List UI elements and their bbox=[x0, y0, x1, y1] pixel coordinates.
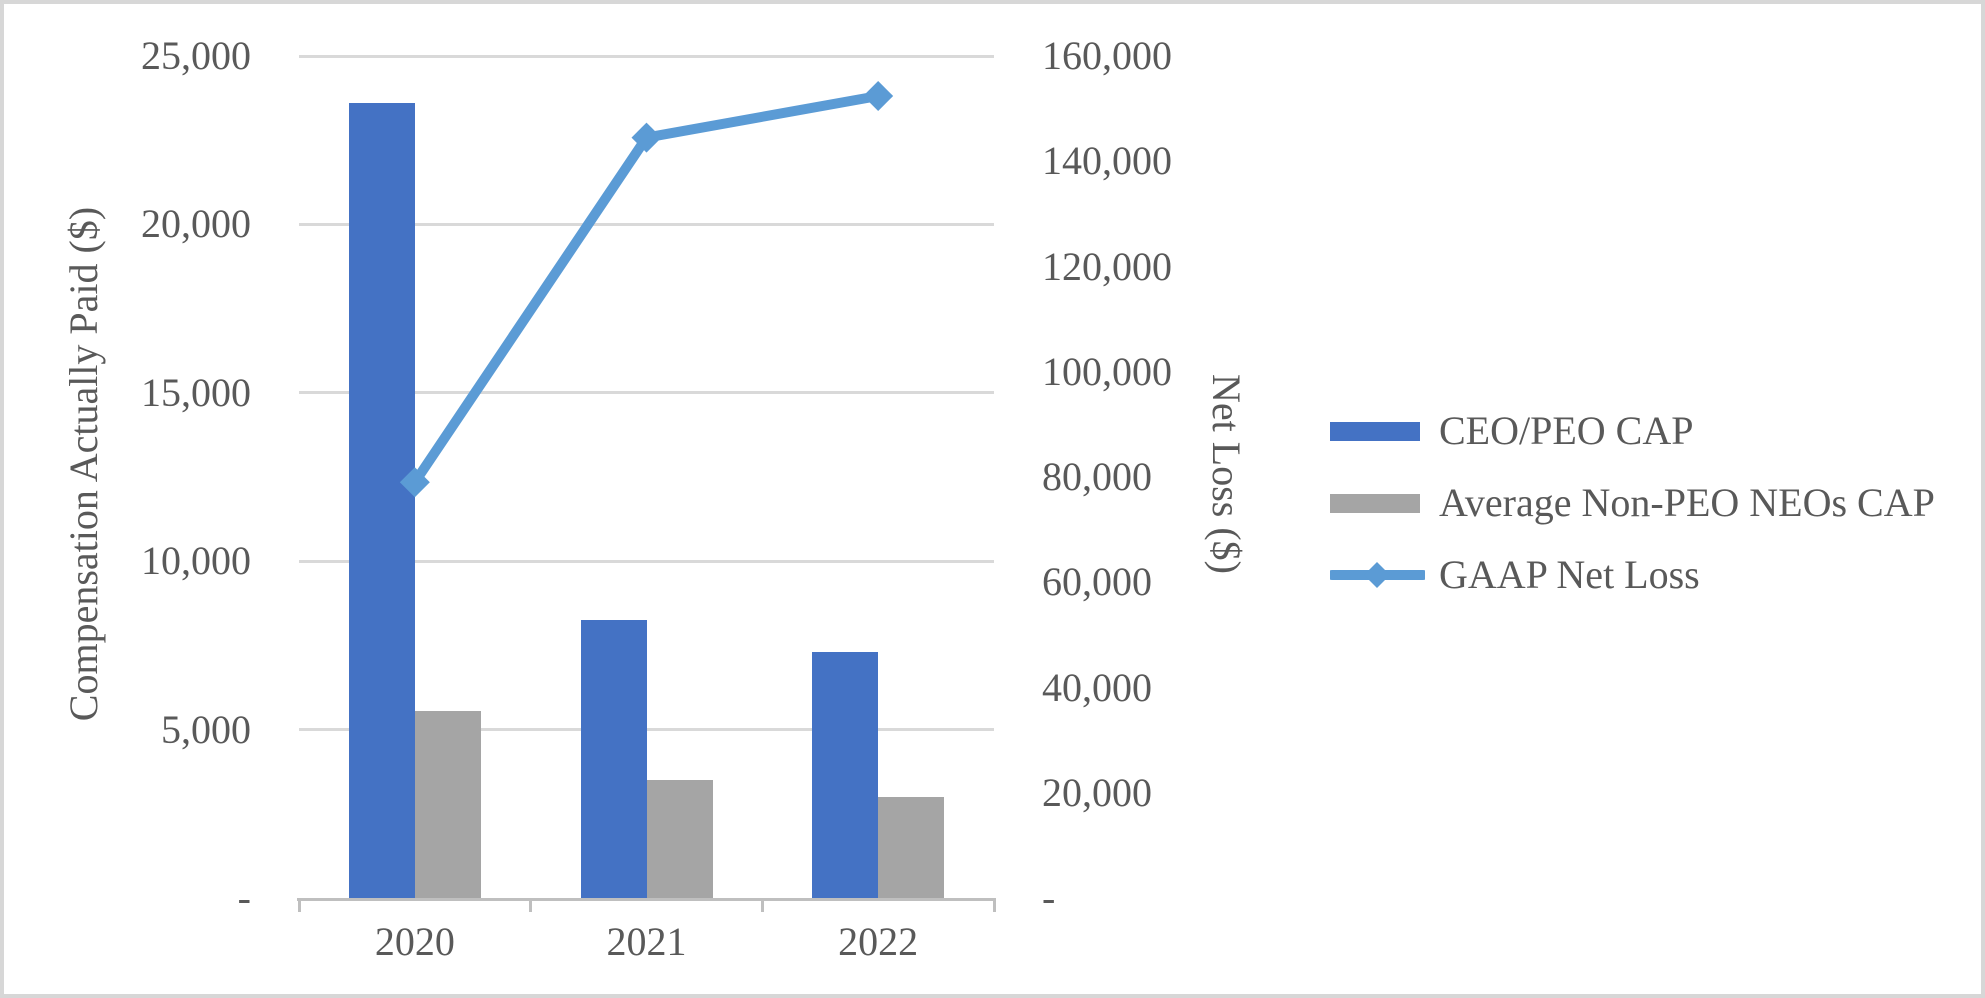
x-axis-tick-mark bbox=[760, 898, 764, 912]
bar-ceo-peo-cap-2022 bbox=[812, 652, 879, 898]
right-axis-tick-label: 80,000 bbox=[1042, 454, 1152, 499]
gridline bbox=[299, 559, 994, 563]
legend-label: Average Non-PEO NEOs CAP bbox=[1439, 480, 1935, 525]
gridline bbox=[299, 728, 994, 732]
gridline bbox=[299, 54, 994, 58]
bar-ceo-peo-cap-2020 bbox=[348, 103, 415, 898]
right-axis-tick-label: 100,000 bbox=[1042, 348, 1172, 394]
legend-line-swatch bbox=[1330, 551, 1425, 599]
bar-average-non-peo-neos-cap-2022 bbox=[878, 796, 945, 898]
legend-bar-swatch bbox=[1330, 407, 1425, 455]
legend-bar-swatch bbox=[1330, 479, 1425, 527]
left-axis-tick-label: 15,000 bbox=[141, 369, 251, 415]
diamond-marker bbox=[863, 80, 894, 111]
left-axis-tick-label: - bbox=[237, 875, 251, 920]
legend-color-swatch bbox=[1330, 493, 1420, 513]
right-axis-tick-label: 160,000 bbox=[1042, 33, 1172, 78]
line-gaap-net-loss bbox=[410, 91, 880, 486]
left-axis-tick-label: 5,000 bbox=[161, 706, 251, 752]
legend-line-marker-swatch bbox=[1330, 562, 1425, 588]
legend: CEO/PEO CAP Average Non-PEO NEOs CAP GAAP … bbox=[1330, 407, 1935, 623]
left-axis-tick-label: 10,000 bbox=[141, 538, 251, 584]
x-axis-category-label: 2022 bbox=[838, 919, 919, 964]
legend-label: CEO/PEO CAP bbox=[1439, 408, 1694, 453]
legend-color-swatch bbox=[1330, 421, 1420, 441]
right-axis-tick-label: 60,000 bbox=[1042, 559, 1152, 605]
right-axis-tick-label: 40,000 bbox=[1042, 664, 1152, 710]
legend-item-average-non-peo-neos-cap: Average Non-PEO NEOs CAP bbox=[1330, 479, 1935, 527]
x-axis-category-label: 2020 bbox=[374, 919, 455, 964]
x-axis-tick-mark bbox=[297, 898, 301, 912]
legend-item-ceo-peo-cap: CEO/PEO CAP bbox=[1330, 407, 1935, 455]
bar-average-non-peo-neos-cap-2021 bbox=[646, 780, 713, 898]
legend-label: GAAP Net Loss bbox=[1439, 552, 1700, 597]
left-axis-title: Compensation Actually Paid ($) bbox=[61, 206, 106, 722]
right-axis-tick-label: - bbox=[1042, 875, 1056, 920]
x-axis-line bbox=[297, 898, 996, 901]
diamond-marker bbox=[631, 122, 662, 153]
x-axis-tick-mark bbox=[529, 898, 533, 912]
left-axis-tick-label: 20,000 bbox=[141, 201, 251, 247]
right-axis-tick-label: 140,000 bbox=[1042, 138, 1172, 184]
bar-ceo-peo-cap-2021 bbox=[580, 620, 647, 898]
right-axis-tick-label: 120,000 bbox=[1042, 243, 1172, 289]
x-axis-category-label: 2021 bbox=[606, 919, 687, 964]
left-axis-tick-label: 25,000 bbox=[141, 33, 251, 78]
right-axis-title: Net Loss ($) bbox=[1204, 374, 1249, 574]
right-axis-tick-label: 20,000 bbox=[1042, 769, 1152, 815]
bar-average-non-peo-neos-cap-2020 bbox=[414, 711, 481, 898]
legend-item-gaap-net-loss: GAAP Net Loss bbox=[1330, 551, 1935, 599]
x-axis-tick-mark bbox=[992, 898, 996, 912]
